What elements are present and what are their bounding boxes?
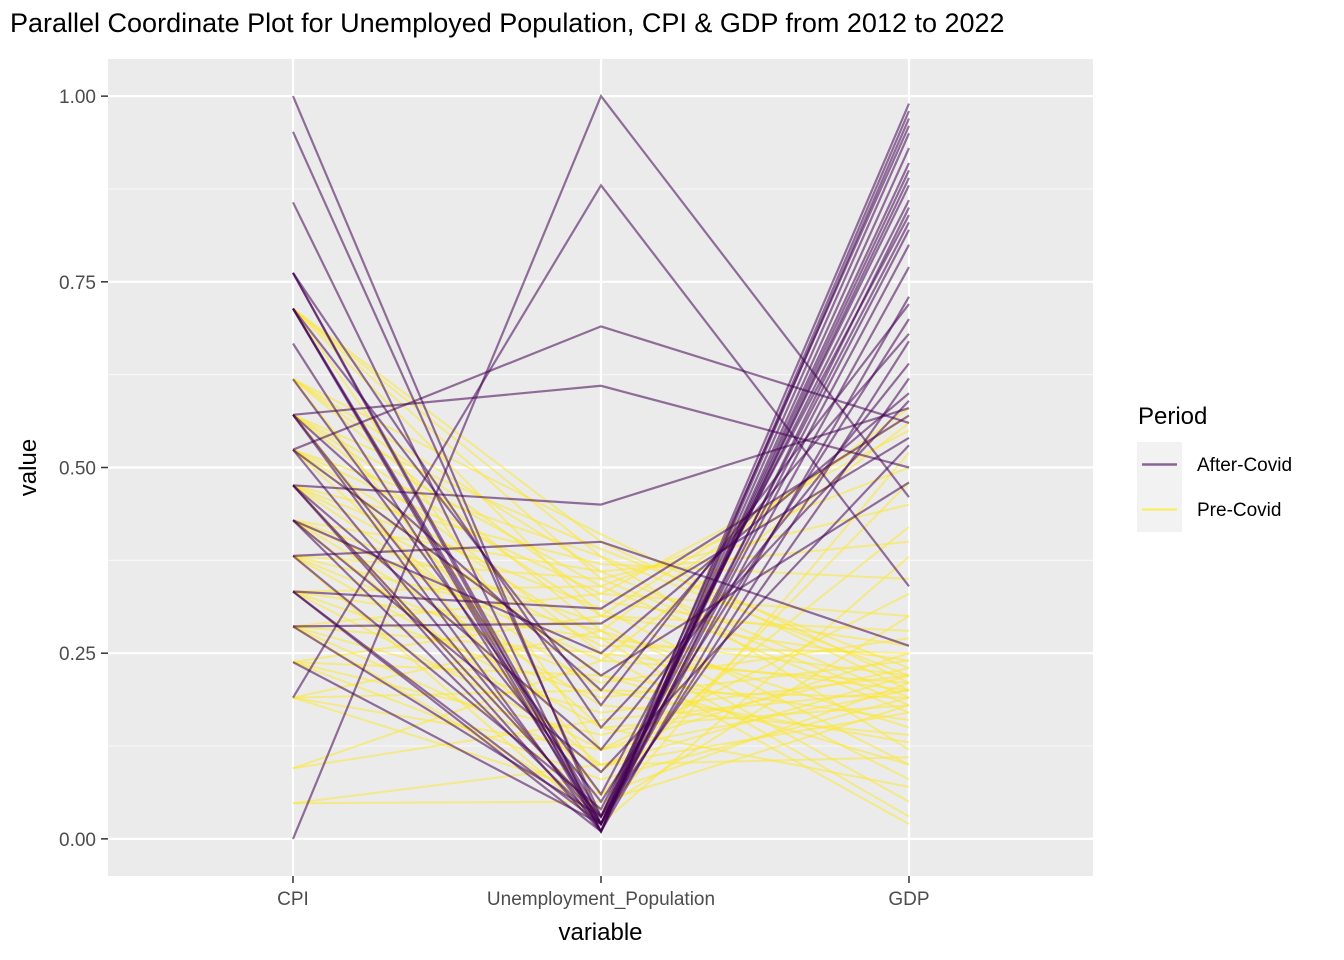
series-line-pre-covid	[292, 484, 910, 655]
x-tick-label: Unemployment_Population	[487, 889, 715, 910]
series-line-after-covid	[292, 177, 910, 826]
series-line-after-covid	[292, 325, 910, 451]
y-axis-title: value	[15, 439, 42, 496]
chart-title: Parallel Coordinate Plot for Unemployed …	[10, 8, 1005, 38]
series-line-pre-covid	[292, 378, 910, 647]
legend-title: Period	[1138, 403, 1207, 430]
series-line-after-covid	[292, 362, 910, 752]
y-tick-label: 0.00	[59, 830, 96, 851]
series-line-pre-covid	[292, 519, 910, 573]
legend: Period After-Covid Pre-Covid	[1137, 403, 1292, 532]
series-line-after-covid	[292, 540, 910, 647]
legend-label-after-covid: After-Covid	[1197, 455, 1292, 476]
series-line-after-covid	[292, 221, 910, 819]
series-line-after-covid	[292, 333, 910, 692]
y-tick-label: 0.50	[59, 459, 96, 480]
series-line-after-covid	[292, 303, 910, 707]
x-axis-ticks: CPI Unemployment_Population GDP	[277, 876, 930, 910]
series-line-after-covid	[292, 272, 910, 730]
series-line-pre-covid	[292, 590, 910, 818]
series-line-after-covid	[292, 199, 910, 811]
series-line-pre-covid	[292, 378, 910, 684]
series-line-after-covid	[292, 392, 910, 655]
legend-label-pre-covid: Pre-Covid	[1197, 500, 1281, 521]
y-axis-ticks: 0.00 0.25 0.50 0.75 1.00	[59, 87, 108, 851]
x-tick-label: CPI	[277, 889, 309, 910]
series-line-after-covid	[292, 448, 910, 677]
x-tick-label: GDP	[888, 889, 929, 910]
series-line-after-covid	[292, 444, 910, 774]
series-line-after-covid	[292, 407, 910, 506]
series-line-after-covid	[291, 93, 910, 840]
series-line-pre-covid	[292, 625, 910, 714]
after-covid-lines	[291, 93, 911, 840]
series-line-after-covid	[292, 117, 911, 834]
series-line-pre-covid	[292, 689, 910, 770]
series-line-pre-covid	[292, 407, 910, 699]
y-tick-label: 1.00	[59, 87, 96, 108]
series-line-pre-covid	[292, 429, 910, 628]
y-tick-label: 0.75	[59, 273, 96, 294]
x-axis-title: variable	[558, 919, 642, 946]
series-line-after-covid	[292, 214, 910, 797]
series-line-after-covid	[292, 436, 910, 628]
y-tick-label: 0.25	[59, 644, 96, 665]
series-line-pre-covid	[292, 590, 910, 699]
